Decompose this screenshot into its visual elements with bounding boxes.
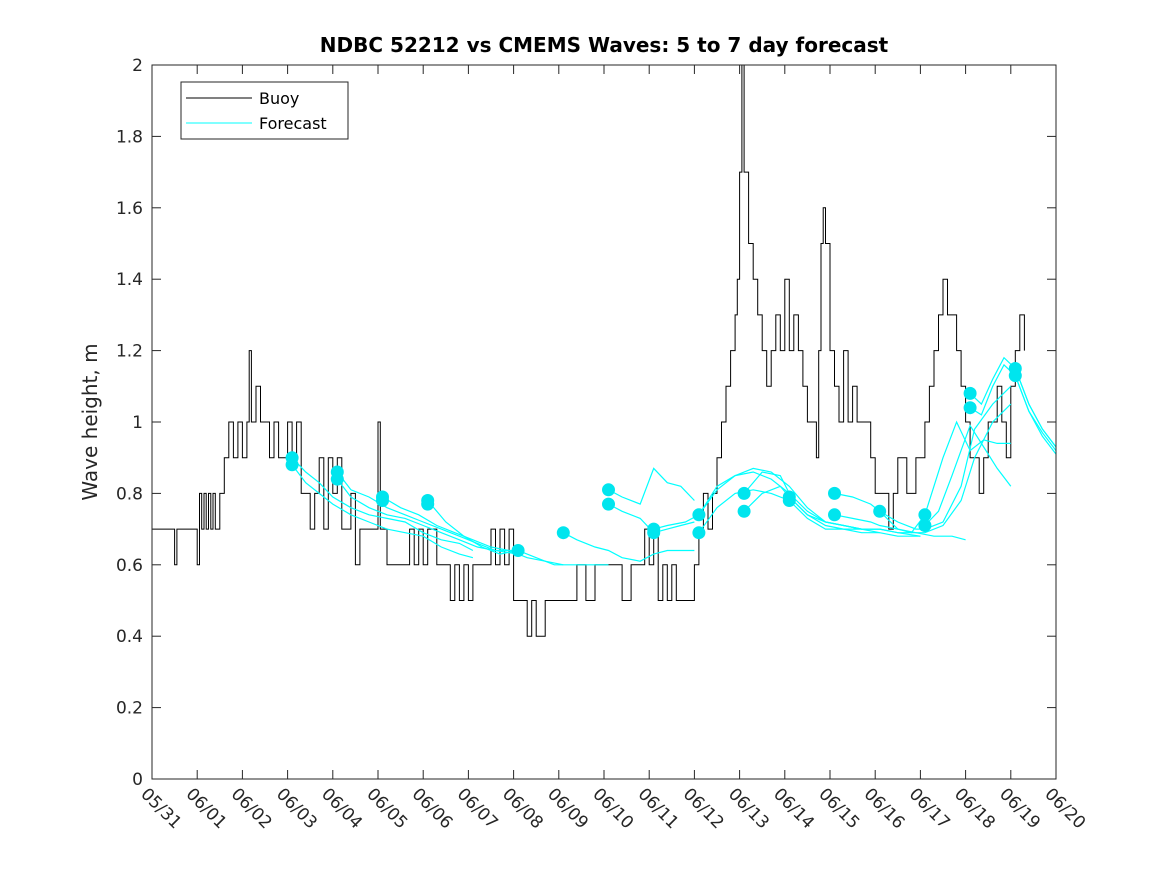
ytick-label-4: 0.8	[116, 484, 143, 504]
forecast-line-18	[924, 424, 1012, 526]
forecast-marker-11	[602, 497, 615, 511]
legend-box	[180, 81, 349, 140]
ytick-label-10: 2	[132, 56, 143, 76]
forecast-line-6	[563, 532, 695, 562]
ytick-label-5: 1	[132, 413, 143, 433]
forecast-marker-13	[647, 526, 661, 540]
forecast-line-21	[1014, 368, 1057, 448]
forecast-marker-3	[330, 472, 344, 486]
y-axis-ticks: 0 0.2 0.4 0.6 0.8 1 1.2 1.4 1.6 1.8 2	[116, 56, 1056, 790]
forecast-marker-23	[918, 508, 932, 522]
y-axis-label: Wave height, m	[78, 343, 102, 500]
forecast-marker-5	[376, 494, 389, 507]
ytick-label-1: 0.2	[116, 699, 143, 719]
ytick-label-6: 1.2	[116, 342, 143, 362]
legend-label-forecast: Forecast	[259, 114, 327, 133]
forecast-marker-1	[285, 458, 299, 472]
forecast-marker-28	[1008, 369, 1022, 383]
forecast-marker-7	[421, 497, 435, 511]
ytick-label-3: 0.6	[116, 556, 143, 576]
forecast-marker-17	[737, 504, 751, 518]
forecast-marker-15	[692, 526, 706, 540]
forecast-marker-26	[963, 401, 977, 415]
forecast-line-1	[291, 464, 474, 559]
forecast-marker-22	[873, 504, 887, 518]
chart-title: NDBC 52212 vs CMEMS Waves: 5 to 7 day fo…	[320, 33, 889, 57]
forecast-marker-19	[782, 494, 796, 507]
ytick-label-0: 0	[132, 770, 143, 790]
legend-label-buoy: Buoy	[259, 89, 299, 108]
ytick-label-8: 1.6	[116, 199, 143, 219]
forecast-line-16	[834, 403, 1012, 534]
forecast-line-7	[608, 467, 695, 505]
forecast-line-9	[653, 471, 790, 530]
forecast-markers	[285, 362, 1022, 557]
forecast-marker-10	[602, 483, 615, 497]
forecast-line-22	[1014, 375, 1057, 451]
forecast-line-2	[336, 471, 519, 552]
forecast-marker-25	[963, 386, 977, 400]
forecast-marker-14	[692, 508, 706, 522]
ytick-label-2: 0.4	[116, 627, 143, 647]
legend: Buoy Forecast	[180, 81, 349, 140]
forecast-line-14	[788, 496, 966, 541]
ytick-label-9: 1.8	[116, 127, 143, 147]
forecast-line-17	[879, 420, 1011, 534]
forecast-line-4	[382, 496, 564, 566]
forecast-marker-8	[511, 544, 525, 557]
forecast-marker-16	[737, 486, 751, 500]
forecast-marker-9	[556, 526, 570, 540]
forecast-marker-20	[828, 486, 841, 500]
ytick-label-7: 1.4	[116, 270, 143, 290]
plot-area	[152, 65, 1056, 779]
forecast-marker-24	[918, 519, 932, 532]
forecast-marker-21	[828, 508, 841, 522]
forecast-line-0	[291, 457, 474, 552]
